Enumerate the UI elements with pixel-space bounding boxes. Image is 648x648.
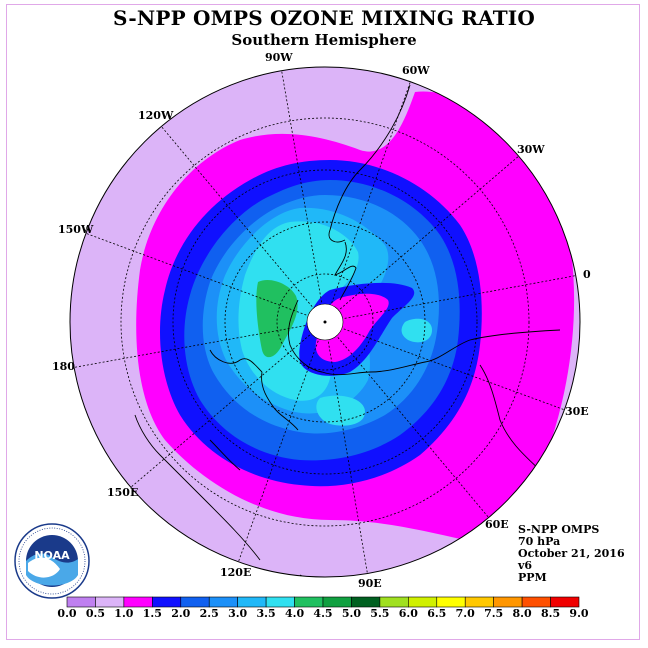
- lon-label-120w: 120W: [138, 109, 174, 122]
- lon-label-150e: 150E: [107, 486, 138, 499]
- svg-text:NOAA: NOAA: [34, 549, 70, 562]
- colorbar-swatch: [95, 596, 125, 608]
- colorbar-swatch: [464, 596, 494, 608]
- map-boundary: [69, 66, 581, 578]
- graticule: [70, 67, 580, 577]
- colorbar-swatch: [322, 596, 352, 608]
- lon-label-0: 0: [583, 268, 591, 281]
- info-date: October 21, 2016: [518, 547, 625, 560]
- lon-label-60e: 60E: [485, 518, 509, 531]
- lon-label-60w: 60W: [402, 64, 430, 77]
- info-block: S-NPP OMPS 70 hPa October 21, 2016 v6 PP…: [518, 524, 625, 584]
- lon-label-90e: 90E: [358, 577, 382, 590]
- lon-label-120e: 120E: [220, 566, 251, 579]
- lon-label-30w: 30W: [517, 143, 545, 156]
- colorbar-swatch: [493, 596, 523, 608]
- colorbar-swatch: [265, 596, 295, 608]
- colorbar-swatch: [408, 596, 438, 608]
- page-title: S-NPP OMPS OZONE MIXING RATIO: [113, 6, 535, 30]
- colorbar-swatch: [550, 596, 580, 608]
- colorbar-swatch: [180, 596, 210, 608]
- lon-label-150w: 150W: [58, 223, 94, 236]
- lon-label-90w: 90W: [265, 51, 293, 64]
- page-subtitle: Southern Hemisphere: [231, 31, 417, 49]
- info-version: v6: [518, 559, 533, 572]
- info-units: PPM: [518, 571, 547, 584]
- colorbar-swatch: [152, 596, 182, 608]
- info-level: 70 hPa: [518, 535, 561, 548]
- colorbar-swatch: [208, 596, 238, 608]
- info-instrument: S-NPP OMPS: [518, 523, 600, 536]
- colorbar-swatch: [294, 596, 324, 608]
- lon-label-30e: 30E: [565, 405, 589, 418]
- colorbar-swatch: [66, 596, 96, 608]
- south-pole-marker: [323, 320, 327, 324]
- colorbar-swatch: [123, 596, 153, 608]
- colorbar-swatch: [521, 596, 551, 608]
- colorbar-swatch: [436, 596, 466, 608]
- coastlines: [134, 84, 561, 577]
- colorbar-swatch: [237, 596, 267, 608]
- noaa-logo-icon: NOAA: [14, 523, 90, 599]
- lon-label-180: 180: [52, 360, 75, 373]
- colorbar-swatch: [379, 596, 409, 608]
- colorbar-swatch: [351, 596, 381, 608]
